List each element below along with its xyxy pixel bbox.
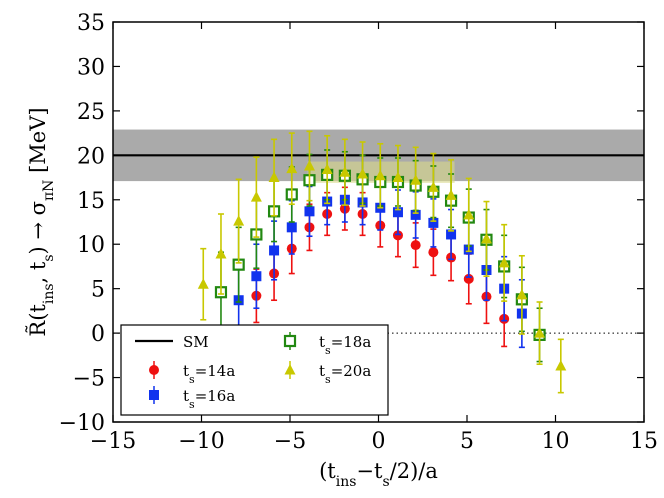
legend-label: ts=16a xyxy=(183,387,235,411)
bands-layer xyxy=(113,129,644,334)
data-point xyxy=(410,209,421,220)
data-point xyxy=(197,278,209,289)
y-tick-label: 20 xyxy=(77,144,105,169)
data-point xyxy=(410,174,422,185)
legend-entry: ts=20a xyxy=(284,361,371,386)
y-tick-label: 30 xyxy=(77,55,105,80)
data-point xyxy=(498,256,510,268)
legend-marker xyxy=(284,364,296,375)
y-tick-label: 25 xyxy=(77,100,105,125)
data-point xyxy=(303,160,315,171)
data-point xyxy=(392,230,403,241)
data-layer xyxy=(197,130,567,394)
y-tick-label: 15 xyxy=(77,189,105,214)
data-point xyxy=(392,171,404,183)
y-tick-label: −5 xyxy=(73,367,105,392)
x-axis-label: (tins−ts/2)/a xyxy=(319,459,438,490)
data-point xyxy=(251,271,262,282)
data-point xyxy=(250,191,262,202)
data-point xyxy=(427,181,439,192)
data-point xyxy=(410,240,421,251)
data-point xyxy=(534,327,546,338)
y-tick-label: 0 xyxy=(91,322,105,347)
data-point xyxy=(428,217,439,228)
data-point xyxy=(445,189,457,200)
legend-marker xyxy=(149,365,159,375)
data-point xyxy=(339,166,351,177)
x-tick-label: −15 xyxy=(90,429,136,454)
data-point xyxy=(286,222,297,233)
data-point xyxy=(215,248,227,259)
data-point xyxy=(480,232,492,244)
data-point xyxy=(392,207,403,218)
legend-label: SM xyxy=(183,333,209,351)
x-tick-label: 5 xyxy=(460,429,474,454)
y-tick-label: −10 xyxy=(59,411,105,436)
legend-entry: ts=14a xyxy=(149,361,235,386)
y-axis-label: R̃(tins, ts) → σπN [MeV] xyxy=(26,107,57,336)
data-point xyxy=(428,247,439,258)
legend-label: ts=14a xyxy=(183,362,235,386)
data-point xyxy=(268,171,280,183)
x-tick-label: 15 xyxy=(630,429,658,454)
legend-label: ts=18a xyxy=(319,333,371,357)
legend-label: ts=20a xyxy=(319,362,371,386)
y-tick-label: 5 xyxy=(91,278,105,303)
data-point xyxy=(555,360,567,371)
data-point xyxy=(446,229,457,240)
y-tick-label: 10 xyxy=(77,233,105,258)
y-tick-label: 35 xyxy=(77,11,105,36)
data-point xyxy=(304,206,315,217)
x-tick-label: 0 xyxy=(372,429,386,454)
x-tick-label: 10 xyxy=(542,429,570,454)
legend-entry: ts=16a xyxy=(149,386,235,411)
data-point xyxy=(516,288,528,300)
x-tick-label: −5 xyxy=(274,429,306,454)
data-point xyxy=(374,169,386,181)
data-point xyxy=(269,245,280,256)
legend-marker xyxy=(283,334,297,348)
legend-marker xyxy=(149,390,159,400)
data-point xyxy=(463,208,475,220)
data-point xyxy=(357,168,369,179)
legend-entry: ts=18a xyxy=(283,332,371,357)
data-point xyxy=(286,162,298,174)
series-3 xyxy=(197,130,567,394)
legend-entry: SM xyxy=(135,333,209,351)
data-point xyxy=(233,215,245,226)
data-point xyxy=(321,163,333,175)
x-tick-label: −10 xyxy=(178,429,224,454)
